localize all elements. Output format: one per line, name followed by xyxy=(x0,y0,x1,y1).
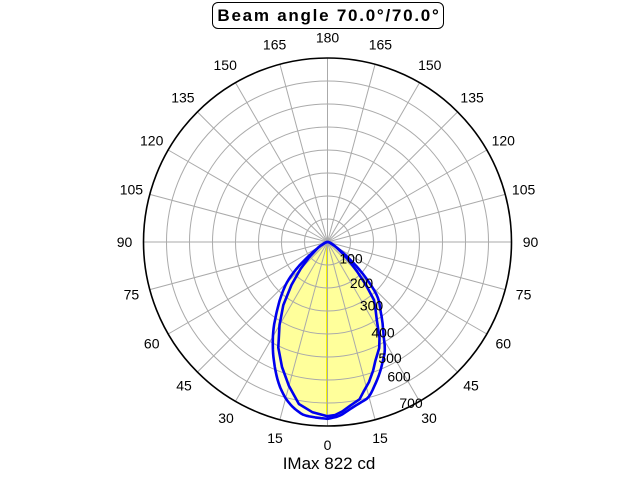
svg-text:15: 15 xyxy=(267,430,283,446)
svg-text:400: 400 xyxy=(371,325,395,341)
svg-text:60: 60 xyxy=(144,336,160,352)
svg-text:120: 120 xyxy=(140,133,164,149)
svg-text:120: 120 xyxy=(492,133,516,149)
svg-text:45: 45 xyxy=(463,378,479,394)
svg-text:45: 45 xyxy=(176,378,192,394)
svg-text:135: 135 xyxy=(460,89,484,105)
svg-text:IMax 822 cd: IMax 822 cd xyxy=(283,454,376,473)
svg-text:100: 100 xyxy=(339,251,363,267)
svg-text:75: 75 xyxy=(516,287,532,303)
svg-text:90: 90 xyxy=(117,234,133,250)
svg-text:0: 0 xyxy=(324,437,332,453)
svg-text:105: 105 xyxy=(512,182,536,198)
svg-text:30: 30 xyxy=(421,410,437,426)
svg-text:60: 60 xyxy=(496,336,512,352)
svg-text:150: 150 xyxy=(214,57,238,73)
svg-text:200: 200 xyxy=(350,275,374,291)
svg-text:500: 500 xyxy=(378,350,402,366)
svg-text:165: 165 xyxy=(369,37,393,53)
svg-text:180: 180 xyxy=(316,30,340,46)
svg-text:165: 165 xyxy=(263,37,287,53)
svg-text:105: 105 xyxy=(120,182,144,198)
svg-text:600: 600 xyxy=(387,369,411,385)
svg-text:700: 700 xyxy=(399,395,423,411)
svg-text:15: 15 xyxy=(372,430,388,446)
svg-text:75: 75 xyxy=(124,287,140,303)
svg-text:135: 135 xyxy=(171,89,195,105)
svg-text:150: 150 xyxy=(418,57,442,73)
svg-text:90: 90 xyxy=(523,234,539,250)
svg-text:300: 300 xyxy=(360,297,384,313)
svg-text:30: 30 xyxy=(218,410,234,426)
